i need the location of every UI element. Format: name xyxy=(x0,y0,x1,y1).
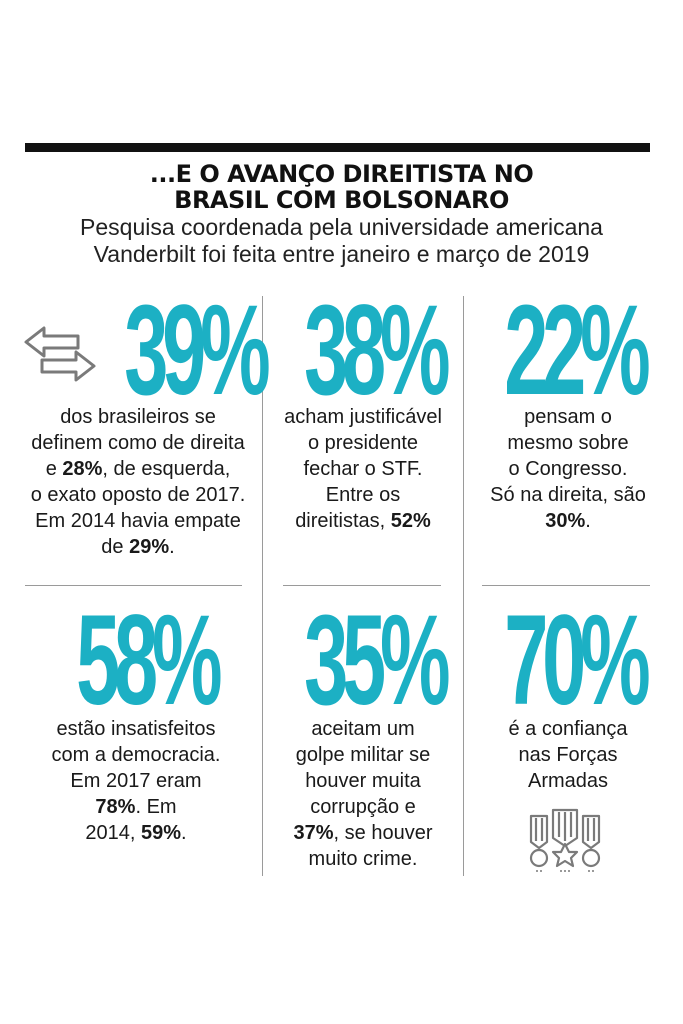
highlight-percent: 28% xyxy=(62,458,103,480)
description-line: acham justificável xyxy=(265,404,461,430)
description-line: 37%, se houver xyxy=(265,820,461,846)
stat-value-70: 70% xyxy=(504,589,650,732)
description-line: de 29%. xyxy=(10,534,266,560)
description-line: estão insatisfeitos xyxy=(14,716,258,742)
description-line: Em 2014 havia empate xyxy=(10,508,266,534)
description-line: Armadas xyxy=(468,768,668,794)
highlight-percent: 78% xyxy=(95,796,136,818)
description-text: e xyxy=(45,458,63,480)
highlight-percent: 29% xyxy=(129,536,170,558)
description-text: . xyxy=(585,510,591,532)
description-text: o Congresso. xyxy=(508,458,628,480)
military-medals-icon xyxy=(529,808,601,872)
stat-value-58: 58% xyxy=(76,589,222,732)
description-line: Em 2017 eram xyxy=(14,768,258,794)
stat-value-35: 35% xyxy=(304,589,450,732)
headline-line-1: ...E O AVANÇO DIREITISTA NO xyxy=(149,160,534,188)
description-line: mesmo sobre xyxy=(468,430,668,456)
description-line: Entre os xyxy=(265,482,461,508)
description-text: definem como de direita xyxy=(31,432,245,454)
description-line: nas Forças xyxy=(468,742,668,768)
description-line: corrupção e xyxy=(265,794,461,820)
description-text: Entre os xyxy=(325,484,401,506)
description-line: o exato oposto de 2017. xyxy=(10,482,266,508)
description-line: houver muita xyxy=(265,768,461,794)
description-line: o presidente xyxy=(265,430,461,456)
description-text: Só na direita, são xyxy=(490,484,646,506)
stat-value-38: 38% xyxy=(304,279,450,422)
stat-value-39: 39% xyxy=(124,279,270,422)
top-rule xyxy=(25,143,650,152)
description-text: acham justificável xyxy=(284,406,442,428)
description-text: houver muita xyxy=(305,770,421,792)
description-text: nas Forças xyxy=(518,744,618,766)
description-text: Em 2017 eram xyxy=(70,770,202,792)
arrows-left-right-icon xyxy=(24,326,96,382)
headline-line-2: BRASIL COM BOLSONARO xyxy=(174,186,509,214)
row-divider-3 xyxy=(482,585,650,586)
description-line: direitistas, 52% xyxy=(265,508,461,534)
description-text: mesmo sobre xyxy=(507,432,629,454)
description-line: é a confiança xyxy=(468,716,668,742)
stat-description-39: dos brasileiros se definem como de direit… xyxy=(10,404,266,560)
description-text: aceitam um xyxy=(311,718,415,740)
description-text: Em 2014 havia empate xyxy=(35,510,241,532)
description-text: dos brasileiros se xyxy=(60,406,216,428)
description-text: direitistas, xyxy=(295,510,391,532)
description-text: corrupção e xyxy=(310,796,416,818)
highlight-percent: 52% xyxy=(390,510,431,532)
description-text: de xyxy=(101,536,130,558)
description-text: , se houver xyxy=(333,822,433,844)
description-line: golpe militar se xyxy=(265,742,461,768)
stat-description-35: aceitam um golpe militar se houver muita co… xyxy=(265,716,461,872)
description-line: e 28%, de esquerda, xyxy=(10,456,266,482)
subtitle-line-1: Pesquisa coordenada pela universidade am… xyxy=(80,214,603,240)
description-line: o Congresso. xyxy=(468,456,668,482)
description-text: . Em xyxy=(135,796,177,818)
column-divider-1 xyxy=(262,296,263,876)
stat-description-70: é a confiança nas Forças Armadas xyxy=(468,716,668,794)
description-text: muito crime. xyxy=(308,848,418,870)
highlight-percent: 30% xyxy=(545,510,586,532)
subtitle-line-2: Vanderbilt foi feita entre janeiro e mar… xyxy=(93,241,590,267)
description-line: definem como de direita xyxy=(10,430,266,456)
description-line: 78%. Em xyxy=(14,794,258,820)
description-line: com a democracia. xyxy=(14,742,258,768)
stat-description-22: pensam o mesmo sobre o Congresso. Só na dir… xyxy=(468,404,668,534)
description-text: Armadas xyxy=(527,770,609,792)
row-divider-1 xyxy=(25,585,242,586)
description-text: golpe militar se xyxy=(295,744,431,766)
description-line: pensam o xyxy=(468,404,668,430)
description-text: , de esquerda, xyxy=(102,458,231,480)
description-line: aceitam um xyxy=(265,716,461,742)
description-text: estão insatisfeitos xyxy=(56,718,216,740)
row-divider-2 xyxy=(283,585,441,586)
description-line: muito crime. xyxy=(265,846,461,872)
description-line: fechar o STF. xyxy=(265,456,461,482)
description-line: Só na direita, são xyxy=(468,482,668,508)
stat-description-58: estão insatisfeitos com a democracia. Em 2… xyxy=(14,716,258,846)
highlight-percent: 37% xyxy=(293,822,334,844)
highlight-percent: 59% xyxy=(141,822,182,844)
description-text: com a democracia. xyxy=(51,744,221,766)
stat-description-38: acham justificável o presidente fechar o S… xyxy=(265,404,461,534)
description-text: . xyxy=(169,536,175,558)
description-text: 2014, xyxy=(85,822,141,844)
description-line: 30%. xyxy=(468,508,668,534)
description-text: fechar o STF. xyxy=(303,458,423,480)
column-divider-2 xyxy=(463,296,464,876)
description-text: pensam o xyxy=(524,406,612,428)
description-text: . xyxy=(181,822,187,844)
description-line: 2014, 59%. xyxy=(14,820,258,846)
description-line: dos brasileiros se xyxy=(10,404,266,430)
description-text: o presidente xyxy=(307,432,419,454)
stat-value-22: 22% xyxy=(504,279,650,422)
description-text: é a confiança xyxy=(508,718,628,740)
description-text: o exato oposto de 2017. xyxy=(30,484,246,506)
